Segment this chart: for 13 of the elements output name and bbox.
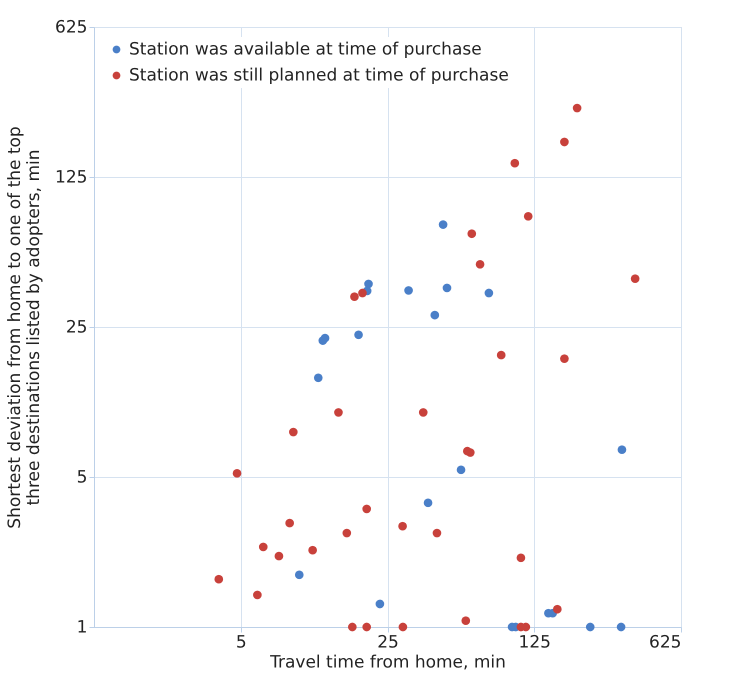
x-tick-label: 125 bbox=[518, 632, 551, 652]
x-axis-title: Travel time from home, min bbox=[269, 652, 506, 672]
x-tick-label: 5 bbox=[236, 632, 247, 652]
legend-label: Station was still planned at time of purchase bbox=[129, 66, 509, 86]
y-tick-label: 1 bbox=[76, 618, 88, 638]
legend-label: Station was available at time of purchase bbox=[129, 40, 482, 60]
y-axis-title: Shortest deviation from home to one of the top three destinations listed by adopters, min bbox=[5, 126, 44, 529]
x-tick-label: 625 bbox=[649, 632, 682, 652]
y-tick-label: 25 bbox=[66, 318, 88, 338]
x-tick-label: 25 bbox=[377, 632, 399, 652]
y-tick-label: 5 bbox=[76, 468, 88, 488]
y-tick-label: 125 bbox=[55, 168, 88, 188]
y-tick-label: 625 bbox=[55, 18, 88, 38]
